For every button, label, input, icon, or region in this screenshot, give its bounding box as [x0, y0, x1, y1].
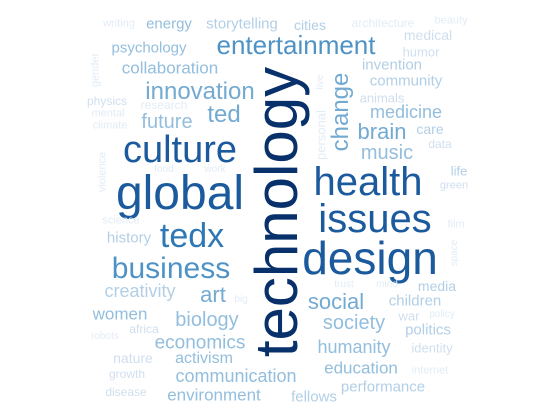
word-issues: issues [318, 197, 432, 241]
word-personal: personal [313, 110, 329, 160]
word-global: global [115, 167, 245, 220]
word-film: film [447, 218, 465, 231]
word-data: data [428, 137, 452, 151]
word-technology: technology [243, 66, 310, 358]
word-performance: performance [340, 378, 426, 396]
word-design: design [302, 232, 438, 284]
word-care: care [416, 121, 444, 137]
word-beauty: beauty [434, 14, 468, 27]
word-society: society [322, 312, 386, 334]
word-invention: invention [361, 56, 423, 74]
word-humanity: humanity [317, 337, 391, 357]
word-green: green [439, 179, 469, 192]
word-war: war [398, 308, 420, 324]
word-activism: activism [175, 350, 233, 367]
word-africa: africa [129, 322, 159, 336]
word-live: live [315, 74, 326, 90]
word-communication: communication [175, 366, 297, 386]
word-health: health [313, 160, 423, 204]
word-medicine: medicine [369, 102, 443, 122]
word-gender: gender [89, 52, 102, 88]
word-architecture: architecture [351, 16, 415, 30]
word-disease: disease [105, 385, 147, 399]
word-robots: robots [91, 331, 119, 342]
word-storytelling: storytelling [206, 15, 278, 33]
word-creativity: creativity [104, 281, 176, 301]
word-fellows: fellows [291, 388, 337, 406]
word-space: space [449, 239, 460, 267]
word-tedx: tedx [159, 217, 225, 255]
word-big: big [234, 294, 248, 305]
word-mental: mental [91, 107, 125, 120]
word-climate: climate [92, 119, 128, 132]
word-policy: policy [429, 309, 455, 320]
word-brain: brain [357, 119, 407, 144]
word-media: media [417, 278, 457, 294]
word-energy: energy [146, 15, 192, 33]
word-research: research [140, 98, 188, 112]
word-art: art [200, 282, 226, 307]
word-politics: politics [405, 321, 451, 339]
word-animals: animals [359, 90, 405, 106]
word-mind: mind [376, 279, 398, 290]
word-writing: writing [103, 17, 135, 30]
word-nature: nature [113, 350, 153, 366]
word-biology: biology [175, 309, 239, 331]
word-ted: ted [207, 101, 241, 128]
word-change: change [327, 72, 354, 152]
word-humor: humor [402, 44, 440, 60]
word-growth: growth [108, 367, 146, 381]
word-business: business [111, 252, 231, 285]
word-food: food [154, 164, 174, 175]
word-violence: violence [96, 151, 109, 193]
word-life: life [450, 163, 468, 179]
word-social: social [307, 289, 365, 314]
word-innovation: innovation [145, 78, 255, 105]
word-environment: environment [167, 385, 261, 405]
word-music: music [360, 142, 414, 164]
word-education: education [324, 358, 398, 378]
word-cities: cities [294, 17, 326, 33]
word-future: future [141, 111, 193, 133]
word-psychology: psychology [111, 39, 187, 57]
word-community: community [369, 72, 443, 90]
word-entertainment: entertainment [216, 30, 376, 60]
word-medical: medical [403, 27, 453, 43]
word-collaboration: collaboration [121, 58, 219, 78]
word-physics: physics [86, 94, 128, 108]
word-economics: economics [154, 332, 246, 354]
word-children: children [388, 292, 442, 310]
word-science: science [102, 214, 140, 227]
word-culture: culture [122, 129, 238, 171]
word-work: work [204, 164, 226, 175]
word-history: history [106, 229, 152, 247]
word-women: women [92, 304, 148, 324]
word-internet: internet [411, 364, 449, 377]
word-trust: trust [334, 279, 354, 290]
word-identity: identity [411, 340, 453, 356]
